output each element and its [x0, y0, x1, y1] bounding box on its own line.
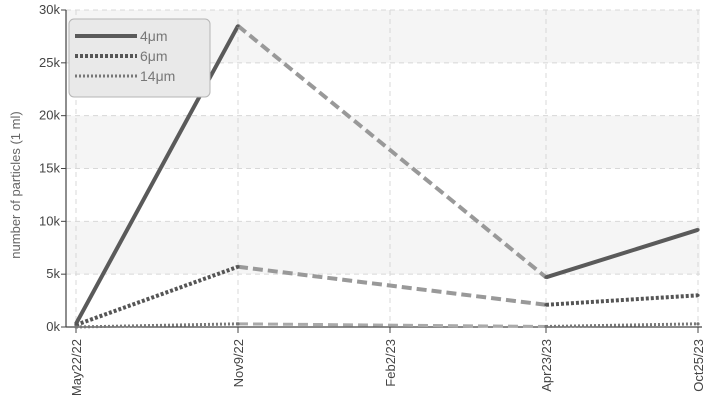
y-tick-label: 20k [39, 108, 60, 123]
data-point [236, 24, 240, 28]
data-point [236, 265, 240, 269]
series-segment [236, 24, 548, 279]
series-segment [75, 264, 239, 327]
series-lines [74, 24, 700, 329]
y-tick-label: 30k [39, 2, 60, 17]
plot-band [66, 221, 700, 275]
y-axis-label: number of particles (1 ml) [8, 111, 23, 258]
series-segment [545, 293, 699, 307]
legend-label: 6μm [140, 48, 168, 64]
series-segment [75, 322, 239, 329]
y-tick-label: 25k [39, 55, 60, 70]
legend-label: 14μm [140, 68, 175, 84]
grid-lines [66, 9, 700, 327]
y-tick-label: 15k [39, 161, 60, 176]
x-tick-label: May22/22 [69, 339, 84, 396]
data-point [696, 228, 700, 232]
data-point [696, 322, 700, 326]
legend-label: 4μm [140, 28, 168, 44]
series-segment [545, 227, 699, 280]
x-tick-label: Apr23/23 [539, 339, 554, 392]
y-tick-label: 10k [39, 213, 60, 228]
x-axis: May22/22 Nov9/22 Feb2/23 Apr23/23 Oct25/23 [66, 326, 706, 396]
data-point [544, 303, 548, 307]
data-point [236, 322, 240, 326]
data-point [544, 275, 548, 279]
x-tick-label: Feb2/23 [383, 339, 398, 387]
y-axis: 0k 5k 10k 15k 20k 25k 30k [39, 2, 67, 334]
data-point [74, 325, 78, 329]
data-point [544, 324, 548, 329]
series-segment [74, 24, 240, 325]
x-tick-label: Nov9/22 [231, 339, 246, 387]
y-tick-label: 5k [46, 266, 60, 281]
x-tick-label: Oct25/23 [691, 339, 706, 392]
series-segment [545, 322, 699, 328]
y-tick-label: 0k [46, 319, 60, 334]
legend: 4μm 6μm 14μm [68, 18, 211, 98]
series-segment [237, 322, 547, 328]
data-point [696, 293, 700, 297]
series-segment [237, 264, 547, 307]
